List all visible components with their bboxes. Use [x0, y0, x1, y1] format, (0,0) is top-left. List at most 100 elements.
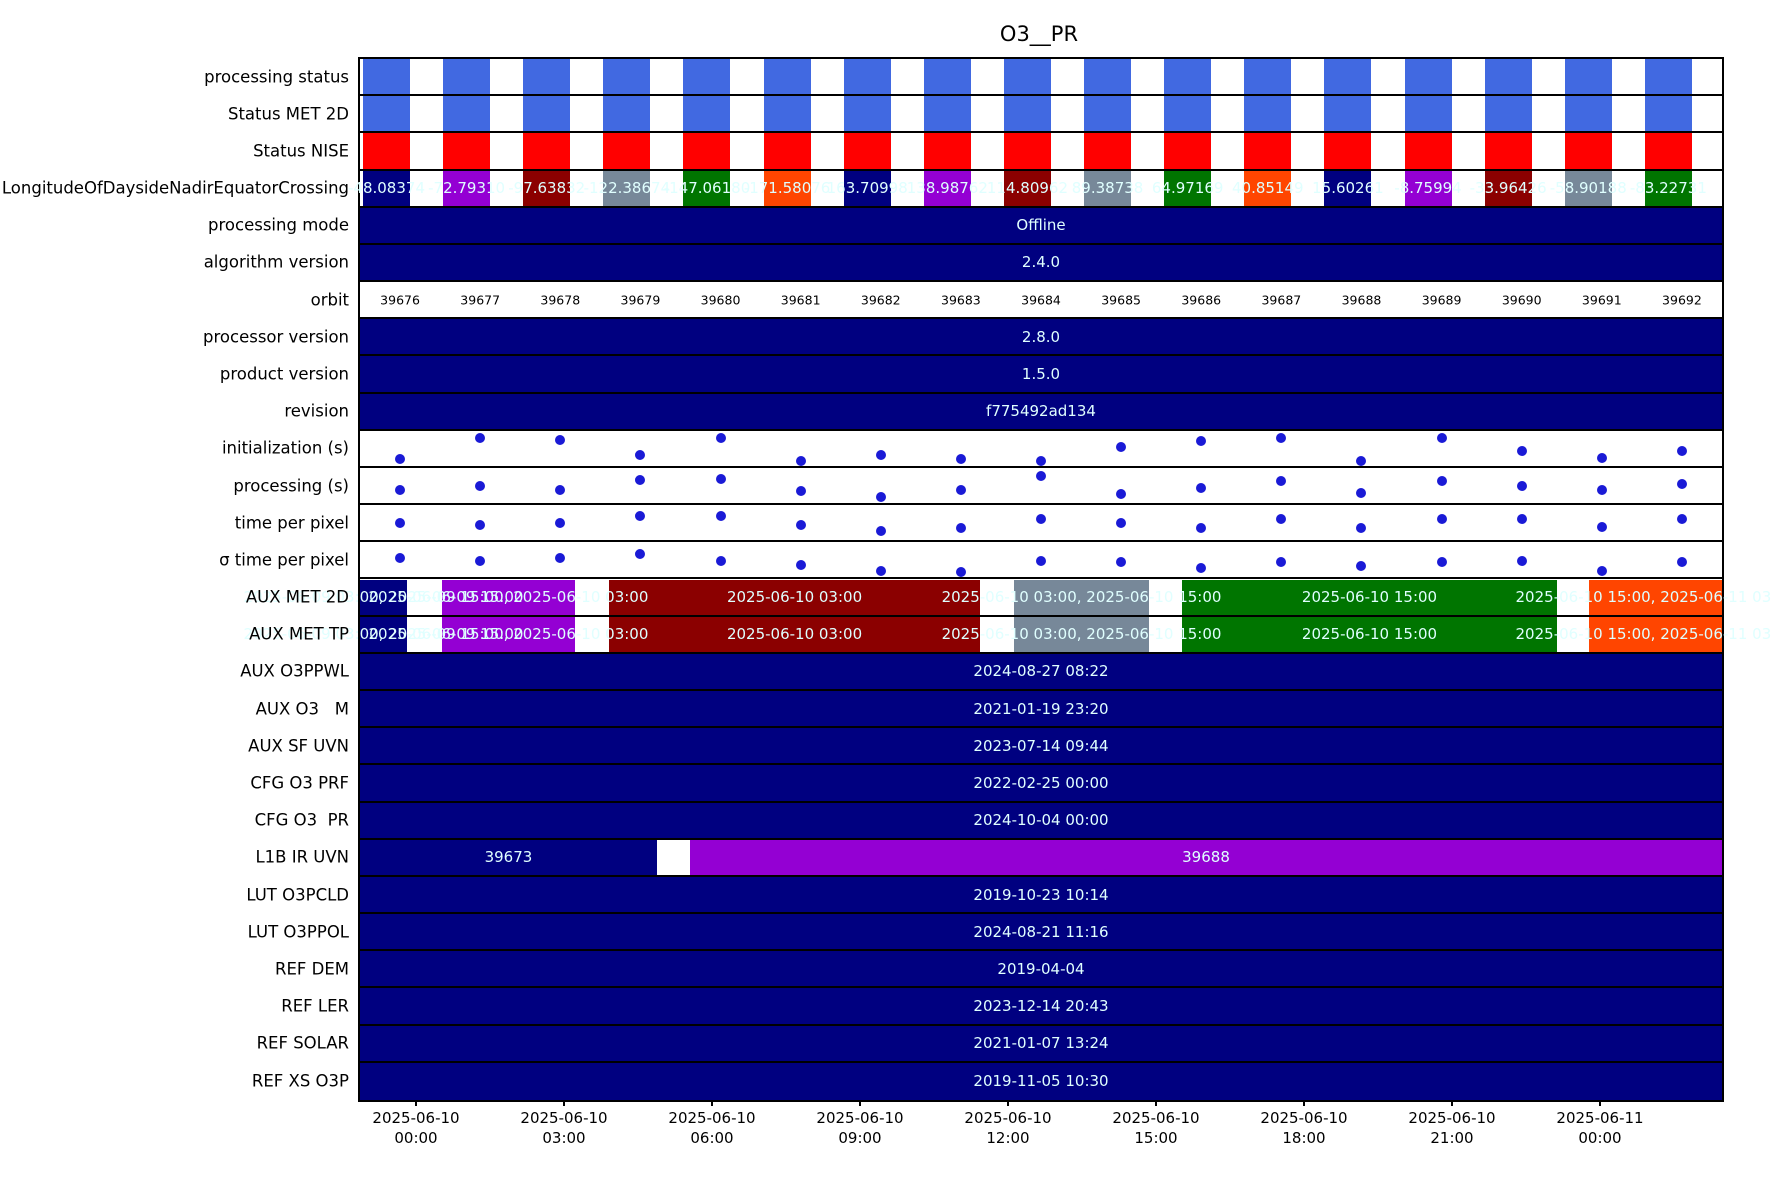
bar-value: 2.4.0 [1021, 253, 1061, 272]
row-label-processing-s: processing (s) [233, 476, 349, 496]
scatter-dot [795, 486, 806, 497]
x-tick-mark [1007, 1100, 1009, 1106]
longitude-block [843, 170, 891, 206]
scatter-dot [1516, 555, 1527, 566]
longitude-block [763, 170, 811, 206]
timeline-row-aux-met-tp: AUX MET TP 2025-06-09 03:00, 2025-06-09 1… [244, 616, 1771, 654]
bar-segment-label: 39688 [1182, 848, 1230, 867]
bar-segment-label: 2025-06-10 15:00, 2025-06-11 03:00 [1515, 588, 1771, 607]
scatter-dot [1596, 453, 1607, 464]
row-label-processing-mode: processing mode [208, 215, 349, 235]
row-label-l1b-ir-uvn: L1B IR UVN [255, 847, 349, 867]
status-block [1324, 59, 1372, 95]
bar-segment [1014, 579, 1149, 615]
scatter-dot [1116, 518, 1127, 529]
row-label-aux-sf-uvn: AUX SF UVN [248, 736, 349, 756]
longitude-block [1644, 170, 1692, 206]
status-block [923, 59, 971, 95]
longitude-block [1324, 170, 1372, 206]
timeline-row-revision: revision f775492ad134 [284, 393, 1722, 431]
scatter-dot [1196, 435, 1207, 446]
x-tick-label: 2025-06-10 09:00 [816, 1109, 904, 1148]
status-block [1564, 133, 1612, 169]
longitude-block [1003, 170, 1051, 206]
scatter-dot [1356, 455, 1367, 466]
scatter-dot [715, 555, 726, 566]
bar-segment [360, 579, 407, 615]
timeline-row-aux-o3-m: AUX O3 M 2021-01-19 23:20 [256, 691, 1722, 729]
status-block [1644, 59, 1692, 95]
bar-value: 2019-11-05 10:30 [973, 1072, 1109, 1091]
timeline-row-lut-o3pcld: LUT O3PCLD 2019-10-23 10:14 [246, 876, 1722, 915]
row-label-ref-dem: REF DEM [275, 959, 349, 979]
bar-value: 2023-12-14 20:43 [973, 997, 1109, 1016]
status-block [683, 59, 731, 95]
scatter-dot [955, 484, 966, 495]
timeline-row-status-nise: Status NISE [253, 133, 1722, 171]
longitude-value: -58.90188 [1549, 179, 1627, 198]
status-block [923, 96, 971, 132]
scatter-dot [475, 519, 486, 530]
orbit-number: 39681 [780, 292, 821, 308]
bar-segment [1588, 616, 1722, 652]
bar-value: f775492ad134 [986, 402, 1096, 421]
longitude-value: 89.38738 [1071, 179, 1144, 198]
row-label-aux-met-2d: AUX MET 2D [245, 587, 349, 607]
status-block [1404, 96, 1452, 132]
bar-value: 2019-10-23 10:14 [973, 885, 1109, 904]
orbit-number: 39684 [1021, 292, 1061, 308]
scatter-dot [1276, 557, 1287, 567]
x-tick-label: 2025-06-10 06:00 [668, 1109, 756, 1148]
scatter-dot [1116, 441, 1127, 452]
x-tick-label: 2025-06-10 12:00 [964, 1109, 1052, 1148]
timeline-row-cfg-o3-prf: CFG O3 PRF 2022-02-25 00:00 [250, 765, 1722, 803]
bar-segment [441, 579, 575, 615]
scatter-dot [395, 553, 406, 564]
scatter-dot [875, 566, 886, 577]
orbit-number: 39686 [1181, 292, 1222, 308]
full-bar [360, 1025, 1722, 1061]
timeline-row-processor-version: processor version 2.8.0 [203, 319, 1722, 357]
longitude-block [363, 170, 410, 206]
x-tick-mark [563, 1100, 565, 1106]
scatter-dot [1276, 476, 1287, 487]
bar-segment [1588, 579, 1722, 615]
scatter-dot [555, 434, 566, 445]
bar-segment-label: 2025-06-10 15:00, 2025-06-11 03:00 [1515, 625, 1771, 644]
status-block [523, 133, 571, 169]
scatter-dot [795, 559, 806, 570]
bar-segment-label: 2025-06-09 03:00, 2025-06-09 15:00 [243, 588, 524, 607]
row-label-aux-o3-m: AUX O3 M [255, 699, 349, 719]
timeline-row-ref-dem: REF DEM 2019-04-04 [275, 951, 1722, 989]
scatter-dot [955, 523, 966, 534]
scatter-dot [555, 484, 566, 495]
row-label-processing-status: processing status [204, 67, 349, 87]
status-block [683, 96, 731, 132]
scatter-dot [1116, 488, 1127, 499]
timeline-row-ref-solar: REF SOLAR 2021-01-07 13:24 [257, 1025, 1722, 1063]
x-tick-mark [1155, 1100, 1157, 1106]
longitude-value: -48.08374 [348, 179, 425, 198]
scatter-dot [1436, 513, 1447, 524]
scatter-dot [1436, 476, 1447, 487]
full-bar [360, 914, 1722, 950]
status-block [603, 59, 651, 95]
status-block [1484, 59, 1532, 95]
bar-value: 2021-01-19 23:20 [973, 699, 1109, 718]
status-block [843, 59, 891, 95]
scatter-dot [955, 567, 966, 578]
timeline-row-ref-ler: REF LER 2023-12-14 20:43 [281, 988, 1722, 1026]
orbit-number: 39680 [700, 292, 741, 308]
longitude-block [1404, 170, 1452, 206]
longitude-value: 15.60261 [1312, 179, 1384, 198]
full-bar [360, 988, 1722, 1024]
x-tick-mark [1303, 1100, 1305, 1106]
scatter-dot [1116, 557, 1127, 567]
bar-segment [608, 579, 981, 615]
timeline-row-longitudeofdaysidenadirequatorcrossing: LongitudeOfDaysideNadirEquatorCrossing -4… [2, 170, 1722, 208]
scatter-dot [875, 526, 886, 537]
status-block [1244, 133, 1292, 169]
scatter-dot [635, 475, 646, 486]
scatter-dot [1676, 479, 1687, 490]
scatter-dot [795, 455, 806, 466]
